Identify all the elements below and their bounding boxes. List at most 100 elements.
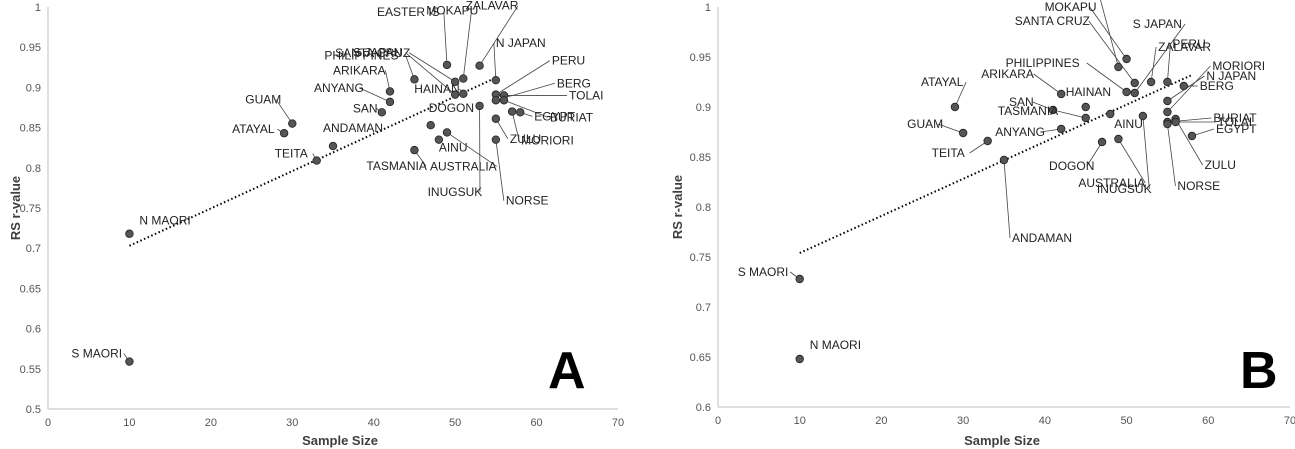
point-label: N JAPAN [1206,69,1256,83]
y-axis-title: RS r-value [8,176,23,240]
panel-letter: B [1240,342,1278,400]
y-axis-title: RS r-value [670,175,685,239]
point-label: N JAPAN [496,36,546,50]
point-label: PHILIPPINES [1006,56,1080,70]
data-point [491,135,501,144]
y-tick-label: 0.9 [26,82,41,94]
data-point [459,74,468,83]
leader-line [1086,62,1127,93]
leader-line [1167,123,1176,187]
data-point [1081,102,1090,112]
x-tick-label: 70 [612,417,624,429]
data-point [1163,77,1172,87]
y-tick-label: 1 [705,2,711,14]
y-tick-label: 0.85 [20,123,41,135]
data-point [950,102,960,112]
leader-line [954,81,967,108]
point-label: SANTA CRUZ [1015,14,1090,28]
leader-line [495,139,505,201]
leader-line [493,43,497,81]
data-point [450,77,460,86]
leader-line [1167,43,1171,83]
x-tick-label: 60 [530,417,542,429]
leader-line [1033,73,1062,95]
data-point [1163,96,1172,106]
data-point [1163,107,1172,117]
point-label: SAN [1009,95,1034,109]
data-point [1146,77,1156,87]
y-tick-label: 0.75 [690,252,711,264]
data-point [125,229,134,238]
data-point [377,108,387,117]
point-label: ATAYAL [921,75,964,89]
x-tick-label: 50 [1120,415,1132,427]
leader-line [443,11,448,65]
point-label: PHILIPPINES [324,48,398,62]
point-label: EASTER IS [377,5,440,19]
y-tick-label: 0.5 [26,404,41,416]
point-label: ATAYAL [232,122,275,136]
panel-letter: A [548,342,586,400]
data-point [1122,54,1131,64]
leader-line [1003,159,1011,239]
point-label: BERG [1200,79,1234,93]
point-label: S MAORI [71,347,122,361]
x-tick-label: 30 [286,417,298,429]
point-label: EASTER IS [1032,0,1095,2]
data-point [958,128,968,138]
point-label: MOKAPU [1045,0,1097,14]
data-point [999,155,1009,165]
y-tick-label: 0.8 [696,202,711,214]
data-point [328,141,338,151]
point-label: BURIAT [550,110,594,124]
y-tick-label: 0.9 [696,102,711,114]
point-label: NORSE [506,194,549,208]
data-point [125,357,134,366]
point-label: EGYPT [1216,122,1257,136]
data-point [1130,88,1139,98]
point-label: HAINAN [1066,85,1111,99]
point-label: ANDAMAN [1012,231,1072,245]
data-point [1048,105,1058,115]
data-point [426,120,435,130]
data-point [1171,117,1180,127]
point-label: MORIORI [1212,59,1265,73]
point-label: MOKAPU [426,4,478,18]
x-axis-title: Sample Size [302,433,378,448]
point-label: PERU [552,54,585,68]
y-tick-label: 0.55 [20,364,41,376]
data-point [459,89,468,99]
point-label: SAN [353,101,378,115]
x-tick-label: 50 [449,417,461,429]
point-label: INUGSUK [1097,182,1152,196]
point-label: GUAM [245,93,281,107]
data-point [1122,87,1131,97]
data-point [491,114,501,123]
leader-line [405,52,456,95]
x-tick-label: 30 [957,415,969,427]
data-point [279,129,289,138]
point-label: NORSE [1177,179,1220,193]
data-point [795,274,804,284]
data-point [491,75,501,85]
data-point [410,75,419,84]
point-label: INUGSUK [428,185,483,199]
leader-line [275,99,293,124]
data-point [516,108,525,117]
point-label: MORIORI [521,134,574,148]
point-label: GUAM [907,117,943,131]
data-point [1138,111,1148,121]
data-point [795,354,804,364]
y-tick-label: 1 [35,2,41,14]
data-point [1056,124,1066,134]
point-label: ZALAVAR [466,0,519,13]
point-label: HAINAN [414,82,459,96]
data-point [385,87,395,96]
leader-line [359,87,391,103]
data-point [983,136,992,146]
leader-line [405,55,415,80]
point-label: ANDAMAN [323,121,383,135]
x-tick-label: 20 [205,417,217,429]
point-label: PERU [1172,37,1205,51]
